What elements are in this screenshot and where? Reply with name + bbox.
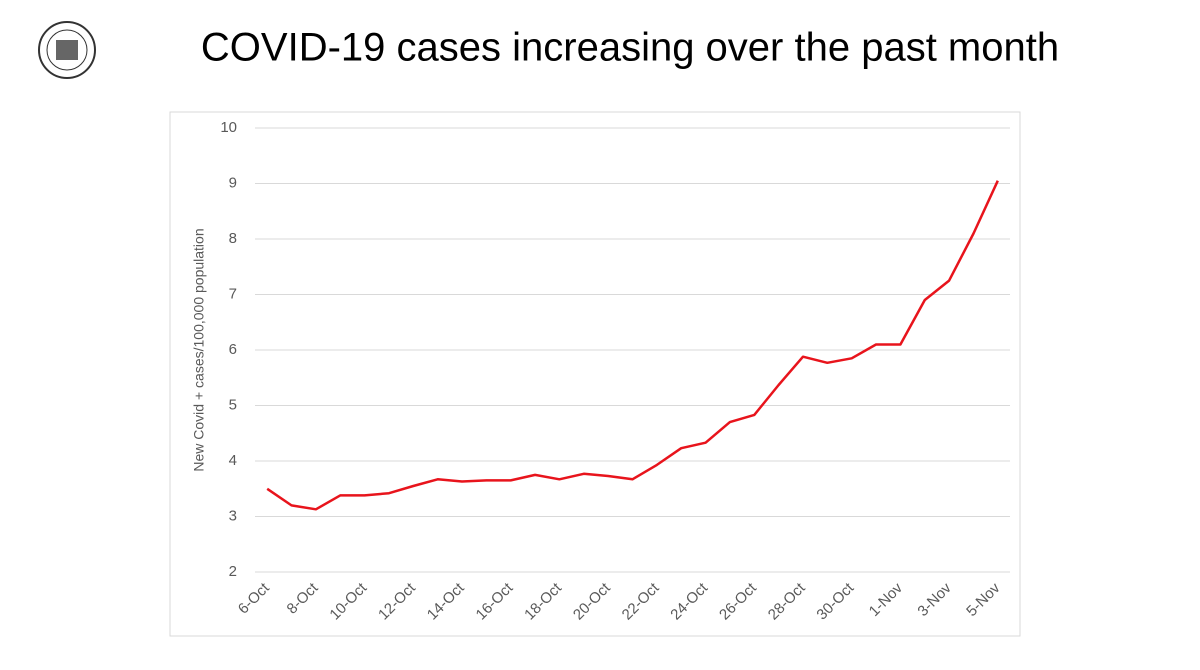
x-tick-label: 1-Nov — [866, 579, 907, 620]
y-tick-label: 6 — [229, 341, 237, 358]
x-tick-label: 18-Oct — [521, 579, 565, 623]
y-tick-label: 2 — [229, 563, 237, 580]
x-tick-label: 10-Oct — [326, 579, 370, 623]
x-tick-label: 22-Oct — [619, 579, 663, 623]
data-line — [266, 180, 999, 511]
y-tick-label: 9 — [229, 174, 237, 191]
x-tick-label: 6-Oct — [235, 579, 274, 618]
x-tick-label: 3-Nov — [914, 579, 955, 620]
x-tick-label: 28-Oct — [765, 579, 809, 623]
y-tick-label: 7 — [229, 285, 237, 302]
x-tick-label: 20-Oct — [570, 579, 614, 623]
y-tick-label: 4 — [229, 452, 237, 469]
chart-title: COVID-19 cases increasing over the past … — [201, 26, 1059, 70]
y-tick-label: 3 — [229, 507, 237, 524]
x-tick-label: 14-Oct — [424, 579, 468, 623]
x-tick-label: 16-Oct — [473, 579, 517, 623]
seal-logo — [38, 21, 96, 79]
y-tick-label: 8 — [229, 230, 237, 247]
x-tick-label: 26-Oct — [716, 579, 760, 623]
y-axis-label: New Covid + cases/100,000 population — [191, 228, 207, 471]
x-tick-label: 12-Oct — [375, 579, 419, 623]
x-tick-label: 30-Oct — [813, 579, 857, 623]
x-tick-label: 24-Oct — [667, 579, 711, 623]
y-tick-label: 10 — [220, 119, 237, 136]
x-tick-label: 8-Oct — [284, 579, 323, 618]
chart-frame — [169, 111, 1021, 637]
x-tick-label: 5-Nov — [963, 579, 1004, 620]
y-tick-label: 5 — [229, 396, 237, 413]
